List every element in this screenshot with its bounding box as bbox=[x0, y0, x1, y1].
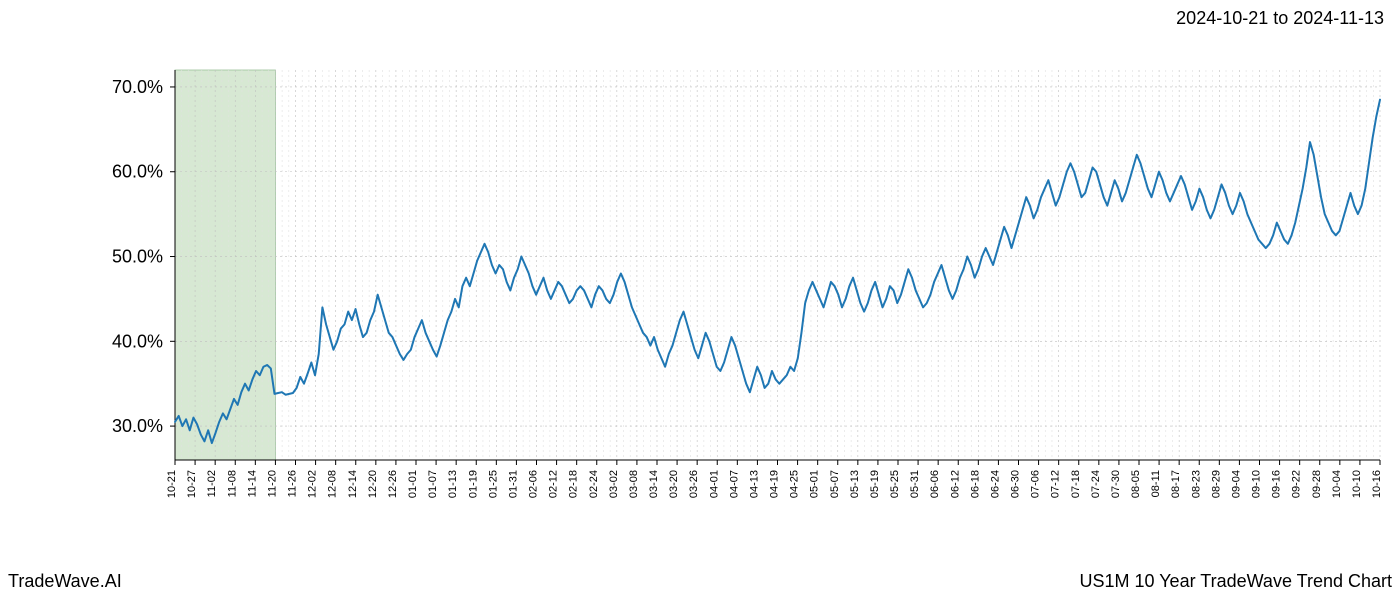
x-tick-label: 02-12 bbox=[548, 470, 560, 498]
date-range-label: 2024-10-21 to 2024-11-13 bbox=[1176, 8, 1384, 29]
x-tick-label: 03-26 bbox=[688, 470, 700, 498]
y-tick-label: 50.0% bbox=[112, 247, 163, 267]
x-tick-label: 03-02 bbox=[608, 470, 620, 498]
x-tick-label: 12-02 bbox=[307, 470, 319, 498]
chart-title: US1M 10 Year TradeWave Trend Chart bbox=[1080, 571, 1393, 592]
x-tick-label: 04-13 bbox=[748, 470, 760, 498]
x-tick-label: 01-13 bbox=[447, 470, 459, 498]
x-tick-label: 05-25 bbox=[889, 470, 901, 498]
x-tick-label: 05-01 bbox=[809, 470, 821, 498]
x-tick-label: 09-28 bbox=[1311, 470, 1323, 498]
x-tick-label: 05-07 bbox=[829, 470, 841, 498]
x-tick-label: 04-25 bbox=[789, 470, 801, 498]
x-tick-label: 12-26 bbox=[387, 470, 399, 498]
x-tick-label: 06-18 bbox=[969, 470, 981, 498]
x-tick-label: 08-23 bbox=[1190, 470, 1202, 498]
x-tick-label: 01-07 bbox=[427, 470, 439, 498]
x-tick-label: 02-06 bbox=[528, 470, 540, 498]
x-tick-label: 03-08 bbox=[628, 470, 640, 498]
x-tick-label: 05-19 bbox=[869, 470, 881, 498]
x-tick-label: 06-24 bbox=[989, 470, 1001, 498]
y-tick-label: 30.0% bbox=[112, 416, 163, 436]
x-tick-label: 11-20 bbox=[266, 470, 278, 497]
highlight-band bbox=[175, 70, 275, 460]
x-tick-label: 06-12 bbox=[949, 470, 961, 498]
x-tick-label: 02-24 bbox=[588, 470, 600, 498]
x-tick-label: 01-19 bbox=[467, 470, 479, 498]
x-tick-label: 04-07 bbox=[728, 470, 740, 498]
x-tick-label: 05-13 bbox=[849, 470, 861, 498]
x-tick-label: 10-16 bbox=[1371, 470, 1383, 498]
x-tick-label: 10-04 bbox=[1331, 470, 1343, 498]
x-tick-label: 12-08 bbox=[327, 470, 339, 498]
x-tick-label: 09-04 bbox=[1230, 470, 1242, 498]
y-tick-label: 60.0% bbox=[112, 162, 163, 182]
x-tick-label: 04-19 bbox=[769, 470, 781, 498]
x-tick-label: 01-01 bbox=[407, 470, 419, 498]
x-tick-label: 06-30 bbox=[1010, 470, 1022, 498]
x-tick-label: 05-31 bbox=[909, 470, 921, 498]
x-tick-label: 09-10 bbox=[1251, 470, 1263, 498]
x-tick-label: 10-27 bbox=[186, 470, 198, 498]
x-tick-label: 07-18 bbox=[1070, 470, 1082, 498]
x-tick-label: 11-08 bbox=[226, 470, 238, 497]
x-tick-label: 09-16 bbox=[1271, 470, 1283, 498]
x-tick-label: 12-20 bbox=[367, 470, 379, 498]
x-tick-label: 06-06 bbox=[929, 470, 941, 498]
brand-label: TradeWave.AI bbox=[8, 571, 122, 592]
x-tick-label: 07-12 bbox=[1050, 470, 1062, 498]
x-tick-label: 11-02 bbox=[206, 470, 218, 497]
x-tick-label: 01-31 bbox=[507, 470, 519, 498]
x-tick-label: 02-18 bbox=[568, 470, 580, 498]
x-tick-label: 03-20 bbox=[668, 470, 680, 498]
x-tick-label: 08-29 bbox=[1210, 470, 1222, 498]
x-tick-label: 08-11 bbox=[1150, 470, 1162, 497]
x-tick-label: 10-10 bbox=[1351, 470, 1363, 498]
y-tick-label: 40.0% bbox=[112, 331, 163, 351]
x-tick-label: 11-26 bbox=[287, 470, 299, 497]
x-tick-label: 07-30 bbox=[1110, 470, 1122, 498]
x-tick-label: 09-22 bbox=[1291, 470, 1303, 498]
x-tick-label: 12-14 bbox=[347, 470, 359, 498]
chart-container: 2024-10-21 to 2024-11-13 30.0% 40.0% 50.0%… bbox=[0, 0, 1400, 600]
x-tick-label: 04-01 bbox=[708, 470, 720, 498]
x-tick-label: 08-17 bbox=[1170, 470, 1182, 498]
x-tick-label: 10-21 bbox=[166, 470, 178, 498]
x-tick-label: 01-25 bbox=[487, 470, 499, 498]
x-tick-label: 07-24 bbox=[1090, 470, 1102, 498]
x-tick-label: 07-06 bbox=[1030, 470, 1042, 498]
x-tick-label: 11-14 bbox=[246, 470, 258, 497]
trend-chart: 30.0% 40.0% 50.0% 60.0% 70.0% 10-21 10-27 11-02… bbox=[0, 0, 1400, 600]
y-tick-label: 70.0% bbox=[112, 77, 163, 97]
x-tick-label: 08-05 bbox=[1130, 470, 1142, 498]
x-tick-label: 03-14 bbox=[648, 470, 660, 498]
